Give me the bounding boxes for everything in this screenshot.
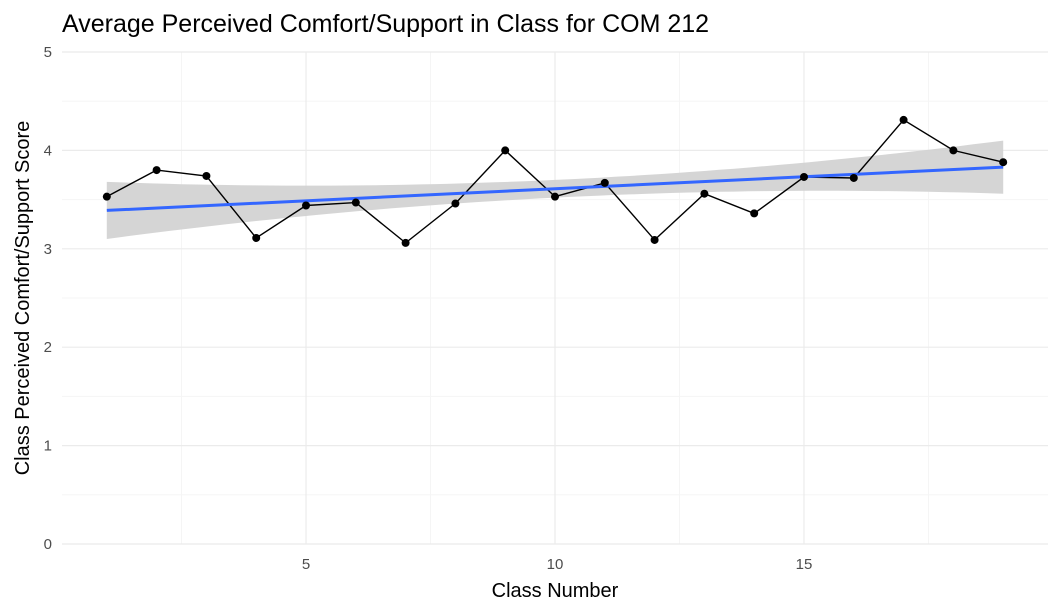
y-tick-label: 2 [44,339,52,356]
x-tick-label: 10 [547,556,564,573]
data-point [302,201,311,210]
data-point [152,166,161,175]
y-tick-label: 4 [44,142,52,159]
data-points [102,115,1008,247]
data-point [551,192,559,201]
data-point [252,233,261,242]
y-tick-label: 0 [44,536,52,553]
x-tick-label: 5 [302,556,310,573]
x-tick-label: 15 [796,556,813,573]
data-point [949,146,958,155]
data-point [401,238,410,247]
data-point [351,198,360,207]
data-point [999,158,1008,167]
data-point [700,189,709,198]
data-point [750,209,759,218]
grid-major-lines [62,51,1048,545]
y-tick-labels: 0 1 2 3 4 5 [44,44,52,553]
x-axis-title: Class Number [492,580,619,602]
data-point [650,235,659,244]
y-tick-label: 1 [44,438,52,455]
y-tick-label: 3 [44,241,52,258]
y-tick-label: 5 [44,44,52,61]
data-point [600,178,609,187]
data-point [849,173,858,182]
x-tick-labels: 5 10 15 [302,556,812,573]
data-point [899,115,908,124]
data-point [451,199,460,208]
data-point [202,171,211,180]
chart-title: Average Perceived Comfort/Support in Cla… [62,10,710,38]
data-point [501,146,510,155]
data-point [799,172,808,181]
data-point [102,192,111,201]
y-axis-title: Class Perceived Comfort/Support Score [12,121,34,476]
